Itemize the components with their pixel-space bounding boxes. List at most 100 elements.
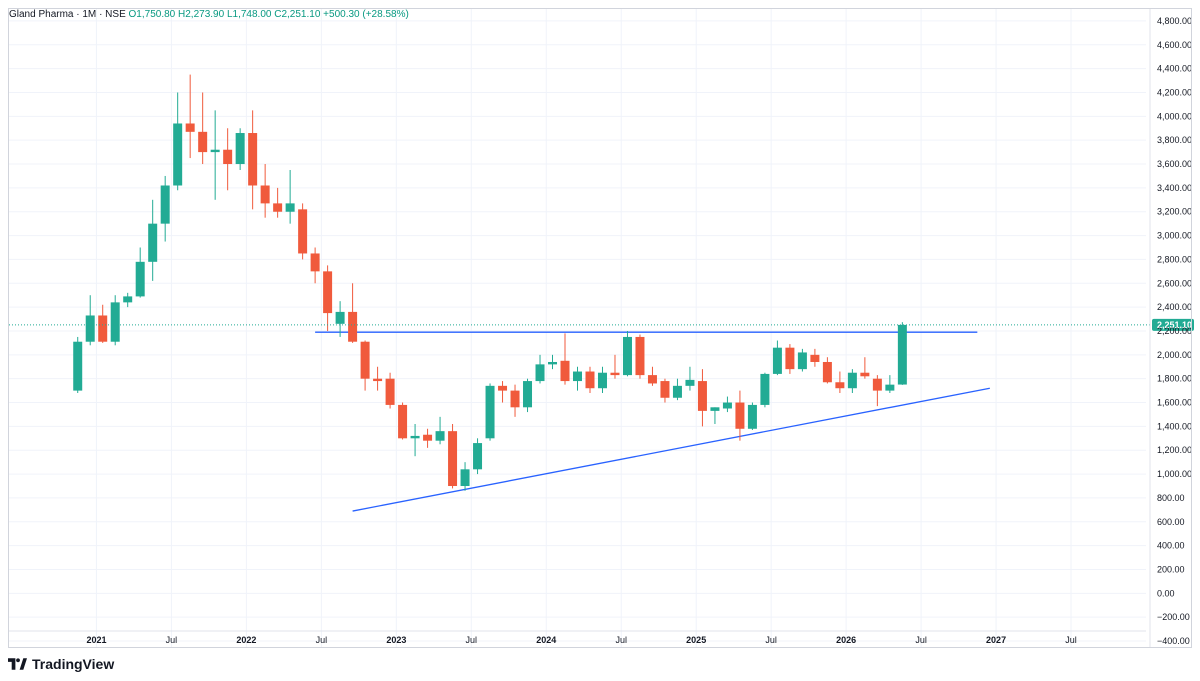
- candle: [535, 354, 545, 384]
- candle-body: [885, 384, 895, 391]
- candle: [523, 378, 533, 413]
- y-tick-label: 3,200.00: [1157, 207, 1192, 217]
- candle: [885, 375, 895, 393]
- candle: [423, 428, 433, 448]
- candle: [635, 334, 645, 379]
- x-tick-label: Jul: [765, 635, 777, 645]
- candle-body: [135, 261, 145, 297]
- candle: [810, 348, 820, 367]
- tradingview-logo[interactable]: TradingView: [8, 655, 114, 673]
- candle: [485, 383, 495, 441]
- candle-body: [348, 311, 358, 342]
- y-tick-label: 0.00: [1157, 588, 1175, 598]
- candle: [797, 348, 807, 372]
- candle: [260, 164, 270, 218]
- interval-label: 1M: [82, 9, 97, 20]
- trendlines[interactable]: [315, 331, 990, 512]
- candle-body: [160, 185, 170, 224]
- symbol-legend[interactable]: Gland Pharma · 1M · NSE O1,750.80 H2,273…: [9, 9, 409, 20]
- candle: [135, 247, 145, 298]
- candle-body: [373, 378, 383, 382]
- candle: [672, 378, 682, 401]
- candle: [323, 265, 333, 331]
- candle-body: [148, 223, 158, 262]
- candle-body: [585, 371, 595, 389]
- candle: [760, 372, 770, 408]
- candle: [747, 402, 757, 430]
- candle-body: [185, 123, 195, 132]
- candle: [348, 283, 358, 343]
- candle: [435, 416, 445, 445]
- candle-body: [410, 435, 420, 439]
- candle: [373, 366, 383, 391]
- candle: [173, 92, 183, 191]
- candle: [897, 322, 907, 385]
- x-tick-label: Jul: [166, 635, 178, 645]
- y-tick-label: 800.00: [1157, 493, 1185, 503]
- candle-body: [847, 372, 857, 389]
- candle-body: [523, 381, 533, 408]
- x-tick-label: Jul: [615, 635, 627, 645]
- candle: [847, 369, 857, 393]
- change-value: +500.30 (+28.58%): [323, 9, 409, 20]
- candles: [73, 74, 907, 491]
- candle: [597, 366, 607, 393]
- candle: [610, 354, 620, 379]
- candle-body: [460, 469, 470, 487]
- candle-body: [548, 361, 558, 365]
- x-tick-label: Jul: [915, 635, 927, 645]
- x-tick-label: Jul: [466, 635, 478, 645]
- y-tick-label: 400.00: [1157, 541, 1185, 551]
- candle-body: [560, 360, 570, 382]
- candle: [660, 378, 670, 403]
- candle: [210, 110, 220, 200]
- candle: [285, 169, 295, 224]
- candle: [123, 292, 133, 308]
- candle: [160, 175, 170, 242]
- last-price-line: 2,251.10: [9, 318, 1194, 331]
- x-tick-label: 2021: [86, 635, 106, 645]
- x-tick-label: 2027: [986, 635, 1006, 645]
- brand-name: TradingView: [32, 656, 115, 672]
- candle: [697, 369, 707, 427]
- tradingview-icon: [8, 658, 27, 670]
- legend-separator: ·: [76, 9, 83, 20]
- candle: [448, 423, 458, 489]
- candle-body: [747, 404, 757, 429]
- candle: [335, 301, 345, 337]
- candle-body: [797, 352, 807, 370]
- time-axis[interactable]: 2021 Jul 2022 Jul 2023 Jul 2024 Jul 2025 Jul 2026 J…: [9, 630, 1146, 645]
- high-value: H2,273.90: [178, 9, 225, 20]
- candle-body: [285, 203, 295, 212]
- price-axis[interactable]: −400.00 −200.00 0.00 200.00 400.00 600.00 800.…: [1149, 9, 1192, 647]
- candle: [273, 187, 283, 218]
- y-tick-label: 1,200.00: [1157, 445, 1192, 455]
- candle: [685, 366, 695, 391]
- candle: [585, 366, 595, 393]
- y-tick-label: 1,400.00: [1157, 421, 1192, 431]
- candle-body: [85, 315, 95, 342]
- candle-body: [822, 361, 832, 383]
- candle-body: [672, 385, 682, 398]
- candle-body: [335, 311, 345, 324]
- candle: [822, 357, 832, 384]
- last-price-tag: [1152, 318, 1194, 331]
- candle-body: [123, 296, 133, 303]
- candle-body: [872, 378, 882, 391]
- candle: [98, 304, 108, 343]
- candle-body: [398, 404, 408, 439]
- candle-body: [860, 372, 870, 377]
- candle-body: [198, 131, 208, 153]
- candle-body: [535, 364, 545, 382]
- candle-body: [735, 402, 745, 429]
- candle: [722, 396, 732, 413]
- legend-separator: ·: [99, 9, 106, 20]
- candle-body: [635, 336, 645, 376]
- candle-body: [360, 341, 370, 379]
- candle-body: [110, 302, 120, 342]
- grid: [9, 9, 1146, 647]
- last-price-label: 2,251.10: [1157, 320, 1192, 330]
- candle: [860, 357, 870, 379]
- trendline-support[interactable]: [352, 387, 990, 512]
